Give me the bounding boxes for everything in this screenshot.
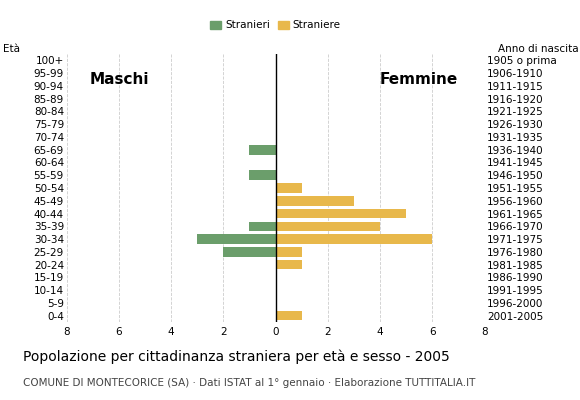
Text: Popolazione per cittadinanza straniera per età e sesso - 2005: Popolazione per cittadinanza straniera p…	[23, 350, 450, 364]
Text: Maschi: Maschi	[89, 72, 148, 87]
Text: COMUNE DI MONTECORICE (SA) · Dati ISTAT al 1° gennaio · Elaborazione TUTTITALIA.: COMUNE DI MONTECORICE (SA) · Dati ISTAT …	[23, 378, 476, 388]
Text: Anno di nascita: Anno di nascita	[498, 44, 579, 54]
Bar	[223, 247, 276, 256]
Bar	[276, 247, 302, 256]
Bar	[276, 209, 406, 218]
Bar	[249, 170, 276, 180]
Text: Età: Età	[3, 44, 20, 54]
Bar	[276, 222, 380, 231]
Bar	[249, 145, 276, 154]
Bar	[249, 222, 276, 231]
Bar	[276, 234, 432, 244]
Bar	[276, 311, 302, 320]
Text: Femmine: Femmine	[380, 72, 458, 87]
Bar	[276, 196, 354, 206]
Bar	[276, 260, 302, 269]
Bar	[276, 183, 302, 193]
Legend: Stranieri, Straniere: Stranieri, Straniere	[206, 16, 345, 35]
Bar	[197, 234, 276, 244]
